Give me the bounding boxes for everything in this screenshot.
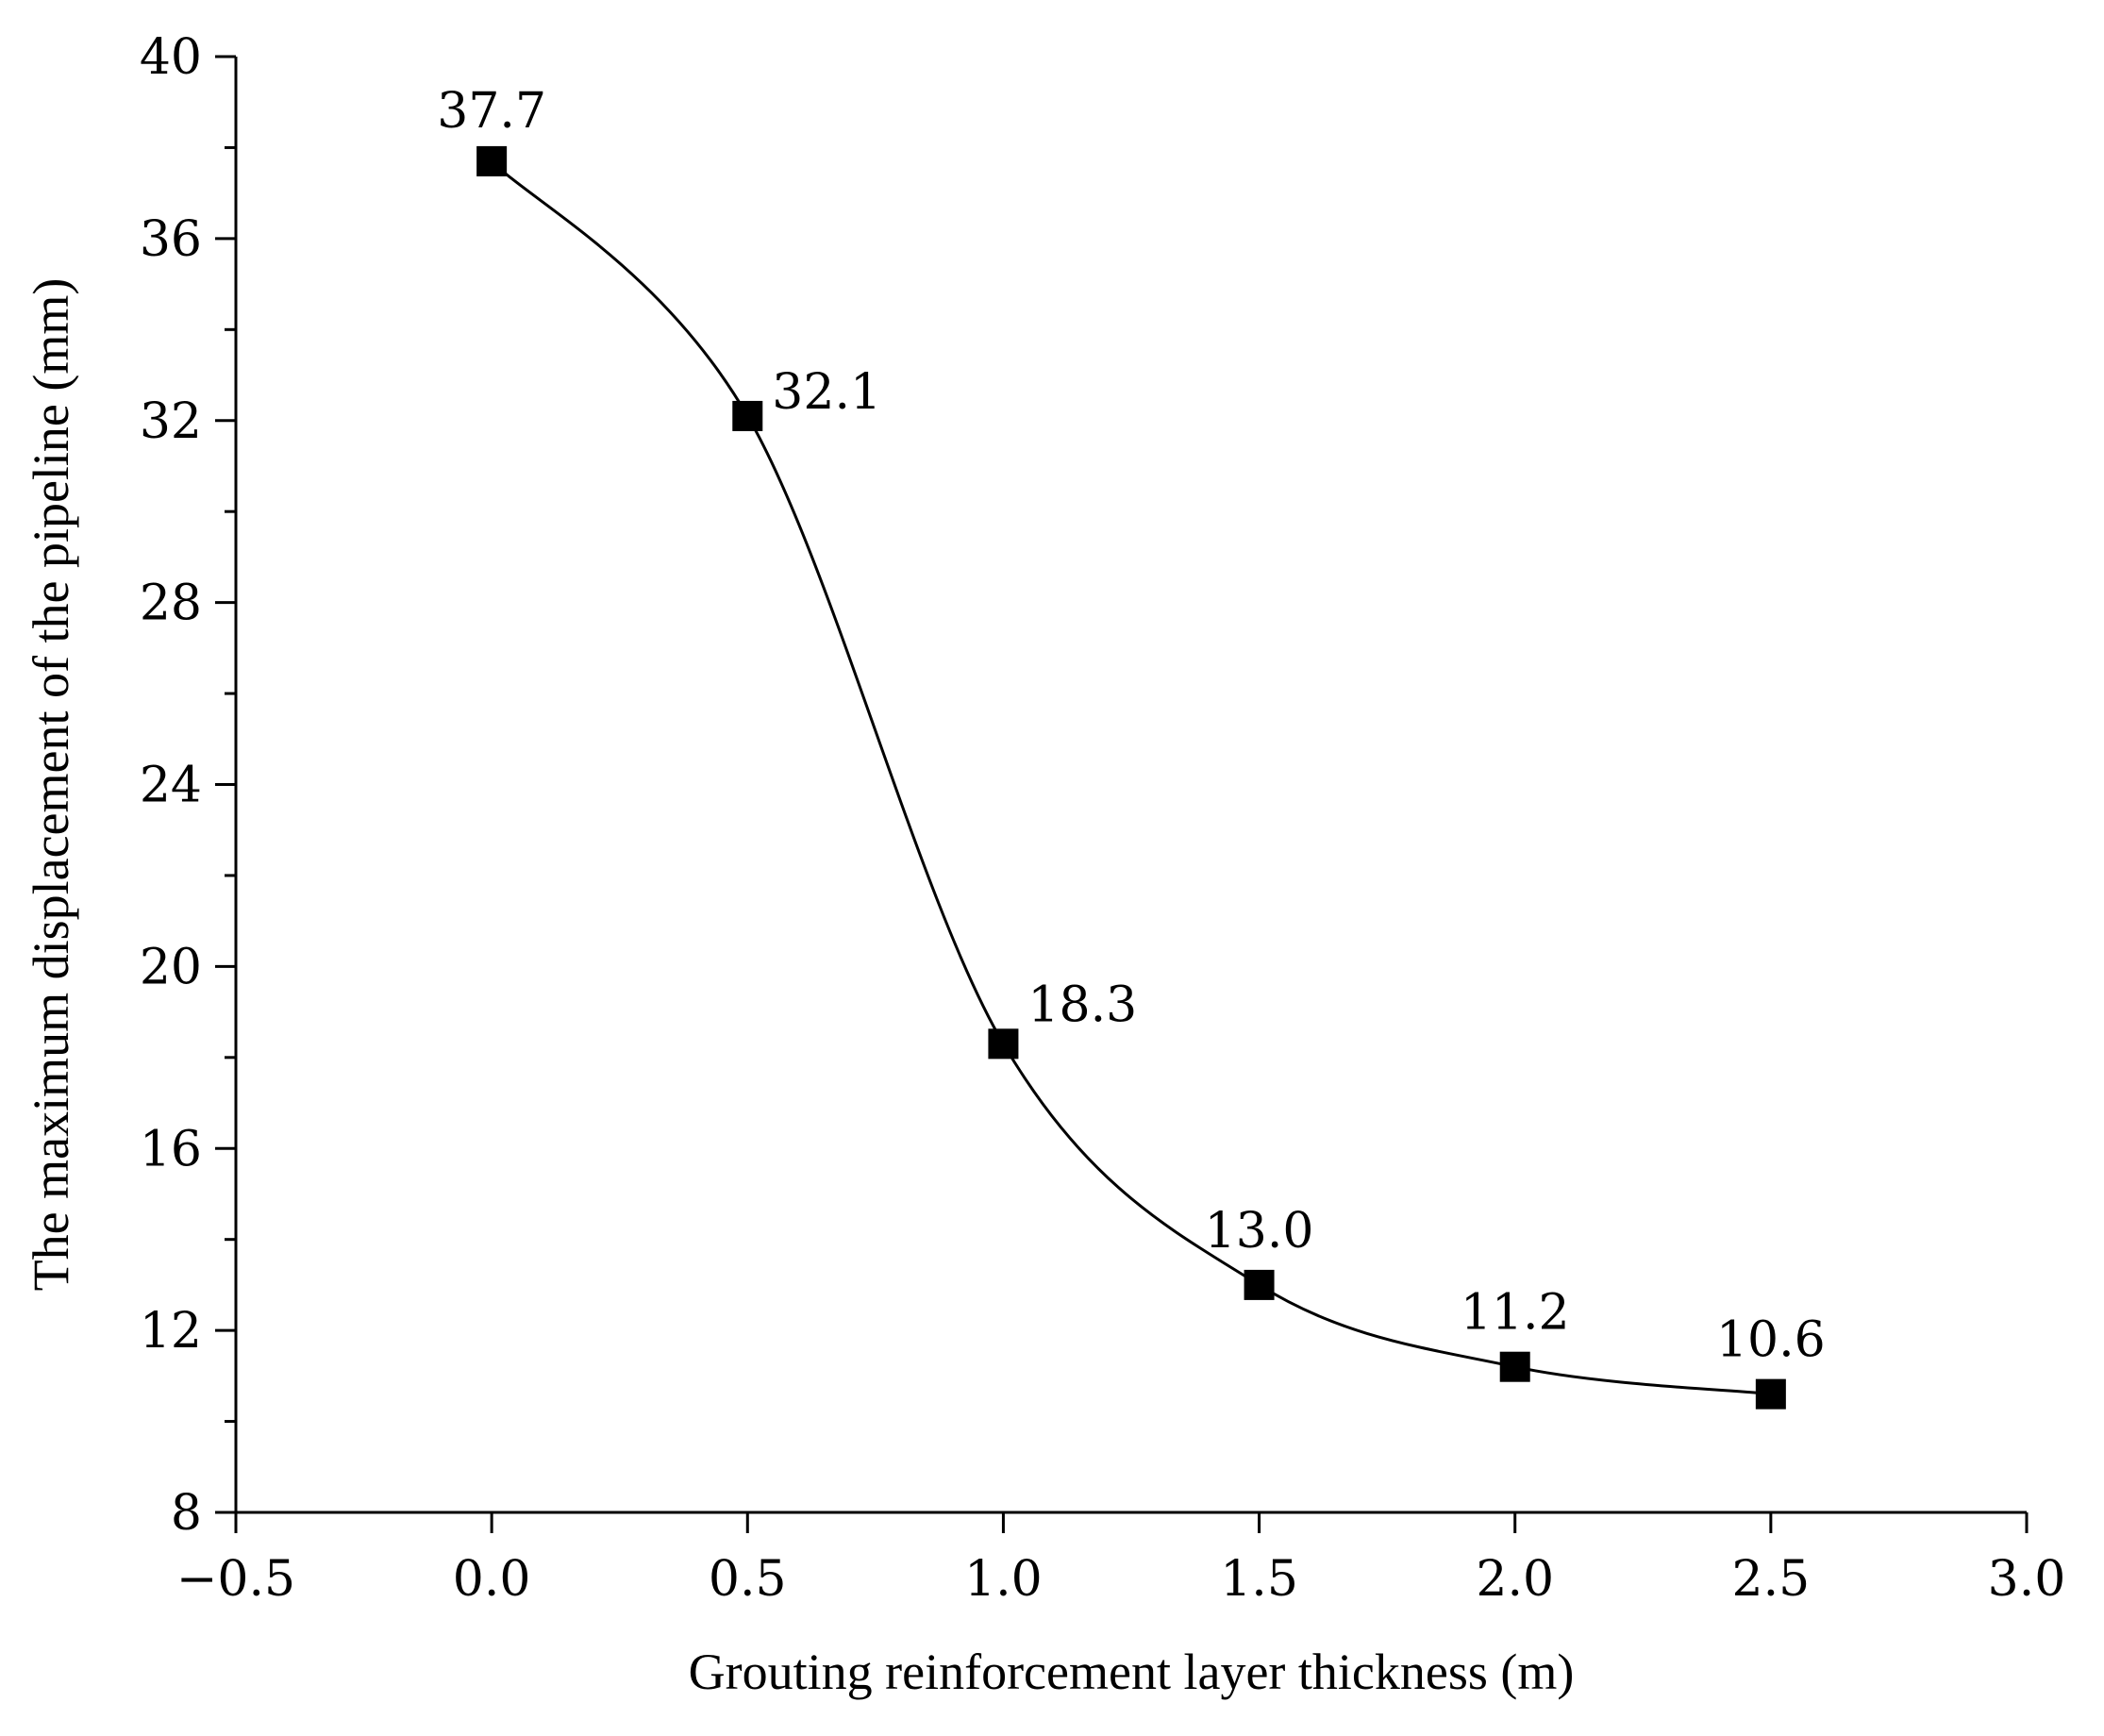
axis-frame bbox=[234, 57, 2027, 1514]
x-tick-label: 1.5 bbox=[1220, 1551, 1298, 1608]
data-label: 32.1 bbox=[772, 364, 881, 421]
data-labels: 37.7 32.1 18.3 13.0 11.2 10.6 bbox=[437, 83, 1825, 1369]
data-point bbox=[1244, 1269, 1275, 1300]
y-tick-label: 16 bbox=[140, 1121, 202, 1177]
x-tick-label: 2.0 bbox=[1476, 1551, 1554, 1608]
y-tick-label: 36 bbox=[140, 211, 202, 268]
data-label: 18.3 bbox=[1027, 976, 1137, 1033]
data-point bbox=[988, 1028, 1019, 1060]
x-tick-label: 0.0 bbox=[453, 1551, 531, 1608]
y-tick-label: 28 bbox=[140, 576, 202, 632]
y-tick-label: 32 bbox=[140, 393, 202, 450]
y-tick-label: 24 bbox=[140, 758, 202, 814]
data-label: 11.2 bbox=[1461, 1285, 1570, 1342]
x-axis-title: Grouting reinforcement layer thickness (… bbox=[689, 1644, 1575, 1700]
y-tick-label: 8 bbox=[171, 1485, 202, 1542]
data-label: 10.6 bbox=[1716, 1312, 1826, 1369]
data-label: 13.0 bbox=[1205, 1203, 1314, 1260]
y-axis-ticks: 8 12 16 20 24 28 32 36 40 bbox=[140, 29, 236, 1542]
y-tick-label: 40 bbox=[140, 29, 202, 86]
x-axis-ticks: −0.5 0.0 0.5 1.0 1.5 2.0 2.5 3.0 bbox=[176, 1512, 2065, 1608]
y-axis-title: The maximum displacement of the pipeline… bbox=[23, 278, 79, 1292]
x-tick-label: 2.5 bbox=[1732, 1551, 1811, 1608]
x-tick-label: 1.0 bbox=[964, 1551, 1043, 1608]
y-tick-label: 12 bbox=[140, 1303, 202, 1360]
data-point bbox=[476, 145, 508, 176]
x-tick-label: −0.5 bbox=[176, 1551, 295, 1608]
data-point bbox=[1755, 1378, 1786, 1410]
x-tick-label: 0.5 bbox=[709, 1551, 787, 1608]
data-label: 37.7 bbox=[437, 83, 546, 140]
y-tick-label: 20 bbox=[140, 939, 202, 995]
displacement-curve bbox=[491, 159, 1772, 1396]
data-point bbox=[732, 400, 763, 431]
x-tick-label: 3.0 bbox=[1988, 1551, 2066, 1608]
axes bbox=[234, 57, 2027, 1514]
data-point bbox=[1499, 1351, 1530, 1382]
data-markers bbox=[476, 145, 1786, 1410]
